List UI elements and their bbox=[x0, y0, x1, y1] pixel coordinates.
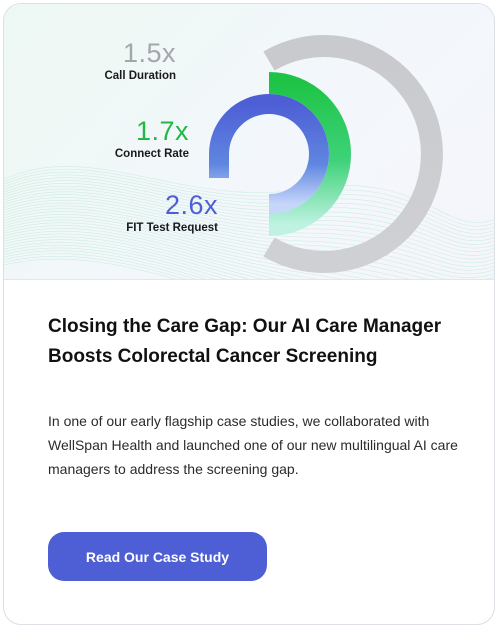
decorative-waves bbox=[4, 166, 494, 279]
stat-value: 1.7x bbox=[135, 116, 189, 146]
article-title: Closing the Care Gap: Our AI Care Manage… bbox=[48, 316, 442, 367]
radial-ring-chart bbox=[209, 35, 443, 273]
stat-value: 2.6x bbox=[164, 190, 218, 220]
middle-ring-arc bbox=[268, 72, 351, 236]
stat-label: Call Duration bbox=[104, 70, 176, 82]
stat-label: FIT Test Request bbox=[126, 222, 218, 234]
article-description: In one of our early flagship case studie… bbox=[48, 413, 458, 477]
inner-ring-arc bbox=[209, 94, 329, 214]
hero-graphic: 1.5x Call Duration 1.7x Connect Rate 2.6… bbox=[4, 4, 494, 279]
divider bbox=[4, 279, 494, 280]
stat-connect-rate: 1.7x Connect Rate bbox=[115, 116, 189, 161]
outer-ring-arc bbox=[263, 35, 443, 273]
stat-label: Connect Rate bbox=[114, 148, 189, 160]
stat-value: 1.5x bbox=[122, 38, 176, 68]
case-study-card: 1.5x Call Duration 1.7x Connect Rate 2.6… bbox=[3, 3, 495, 625]
stat-fit-test-request: 2.6x FIT Test Request bbox=[126, 190, 218, 235]
stat-call-duration: 1.5x Call Duration bbox=[104, 38, 176, 83]
read-case-study-button[interactable]: Read Our Case Study bbox=[48, 532, 267, 581]
